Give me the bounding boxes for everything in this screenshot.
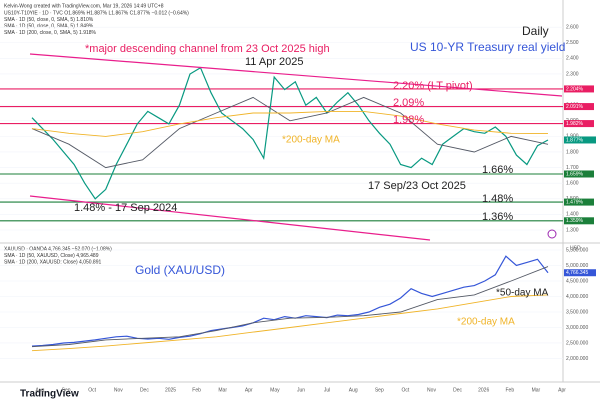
y-tick-label: 1.600 (566, 181, 579, 187)
annotation: *200-day MA (282, 135, 340, 146)
y-tick-label: 1.700 (566, 165, 579, 171)
x-tick-label: Dec (140, 387, 149, 393)
y-tick-label: 4,500.000 (566, 278, 588, 284)
x-tick-label: Aug (349, 387, 358, 393)
x-tick-label: Feb (505, 387, 514, 393)
legend-bottom: XAUUSD · OANDA 4,766.345 −52.070 (−1.08%… (4, 246, 112, 265)
annotation: 2.09% (393, 97, 424, 109)
annotation: Gold (XAU/USD) (135, 263, 225, 277)
level-label: 1.479% (566, 199, 584, 205)
series-line (31, 96, 549, 169)
channel-upper (29, 53, 563, 97)
level-label: 1.359% (566, 218, 584, 224)
x-tick-label: Nov (427, 387, 436, 393)
channel-lower (29, 195, 431, 241)
level-label: 2.091% (566, 104, 584, 110)
level-tag (564, 217, 594, 225)
series-line (31, 294, 549, 352)
level-tag (564, 120, 594, 128)
x-tick-label: Apr (245, 387, 253, 393)
level-label: 1.982% (566, 121, 584, 127)
y-tick-label: 2,000.000 (566, 356, 588, 362)
last-price-tag (564, 136, 596, 144)
x-tick-label: Mar (532, 387, 541, 393)
y-tick-label: 2,500.000 (566, 340, 588, 346)
annotation: 1.66% (482, 164, 513, 176)
y-tick-label: 2.600 (566, 24, 579, 30)
annotation: 1.36% (482, 211, 513, 223)
annotation: Daily (522, 24, 549, 38)
x-tick-label: Jul (324, 387, 330, 393)
x-tick-label: Feb (192, 387, 201, 393)
y-tick-label: 5,000.000 (566, 263, 588, 269)
y-tick-label: 1.800 (566, 149, 579, 155)
icon (547, 229, 557, 239)
level-tag (564, 198, 594, 206)
legend-line: SMA · 1D (200, XAUUSD: Close) 4,050.891 (4, 259, 101, 265)
annotation: 11 Apr 2025 (245, 56, 304, 68)
y-tick-label: 1.300 (566, 227, 579, 233)
last-price-tag (564, 269, 596, 277)
series-line (31, 266, 549, 348)
level-label: 2.204% (566, 86, 584, 92)
x-tick-label: Jun (297, 387, 305, 393)
credit: Kelvin-Wong created with TradingView.com… (4, 3, 164, 9)
y-tick-label: 2.300 (566, 71, 579, 77)
legend-line: SMA · 1D (50, close, 0, SMA, 5) 1.810% (4, 17, 94, 23)
y-tick-label: 2.400 (566, 56, 579, 62)
axis-unit: USD (570, 245, 581, 251)
legend-line: US10Y-T10YIE · 1D · TVC O1.869% H1.887% … (4, 10, 189, 16)
x-tick-label: Dec (453, 387, 462, 393)
legend-line: SMA · 1D (50, XAUUSD, Close) 4,965.489 (4, 253, 99, 259)
brand: TradingView (20, 389, 79, 400)
x-tick-label: Sep (375, 387, 384, 393)
y-tick-label: 1.400 (566, 212, 579, 218)
series-line (31, 255, 549, 347)
annotation: 17 Sep/23 Oct 2025 (368, 180, 466, 192)
y-tick-label: 4,000.000 (566, 294, 588, 300)
series-line (31, 110, 549, 137)
x-tick-label: 2026 (478, 387, 489, 393)
annotation: 1.98% (393, 114, 424, 126)
annotation: *200-day MA (457, 317, 515, 328)
y-tick-label: 2.500 (566, 40, 579, 46)
level-tag (564, 170, 594, 178)
y-tick-label: 3,000.000 (566, 325, 588, 331)
level-tag (564, 85, 594, 93)
y-tick-label: 5,500.000 (566, 247, 588, 253)
x-tick-label: Sep (62, 387, 71, 393)
series-line (31, 66, 549, 200)
x-tick-label: Nov (114, 387, 123, 393)
annotation: 2.20% (LT pivot) (393, 80, 473, 92)
legend-line: SMA · 1D (50, close, 0, SMA, 5) 1.849% (4, 23, 94, 29)
x-tick-label: Oct (402, 387, 410, 393)
x-tick-label: May (270, 387, 280, 393)
x-tick-label: Apr (558, 387, 566, 393)
x-tick-label: Mar (218, 387, 227, 393)
x-tick-label: Aug (36, 387, 45, 393)
plot (0, 26, 563, 359)
level-label: 1.659% (566, 171, 584, 177)
legend-top: US10Y-T10YIE · 1D · TVC O1.869% H1.887% … (4, 10, 189, 36)
x-tick-label: 2025 (165, 387, 176, 393)
y-tick-label: 3,500.000 (566, 309, 588, 315)
legend-line: XAUUSD · OANDA 4,766.345 −52.070 (−1.08%… (4, 246, 112, 252)
legend-line: SMA · 1D (200, close, 0, SMA, 5) 1.918% (4, 30, 97, 36)
last-price-label: 1.877% (566, 137, 584, 143)
annotation: 1.48% (482, 193, 513, 205)
level-tag (564, 103, 594, 111)
annotation: 1.48% - 17 Sep 2024 (74, 202, 177, 214)
last-price-label: 4,766.345 (566, 270, 588, 276)
annotation: *major descending channel from 23 Oct 20… (85, 43, 330, 55)
x-tick-label: Oct (88, 387, 96, 393)
annotation: *50-day MA (496, 288, 549, 299)
annotation: US 10-YR Treasury real yield (410, 40, 565, 54)
